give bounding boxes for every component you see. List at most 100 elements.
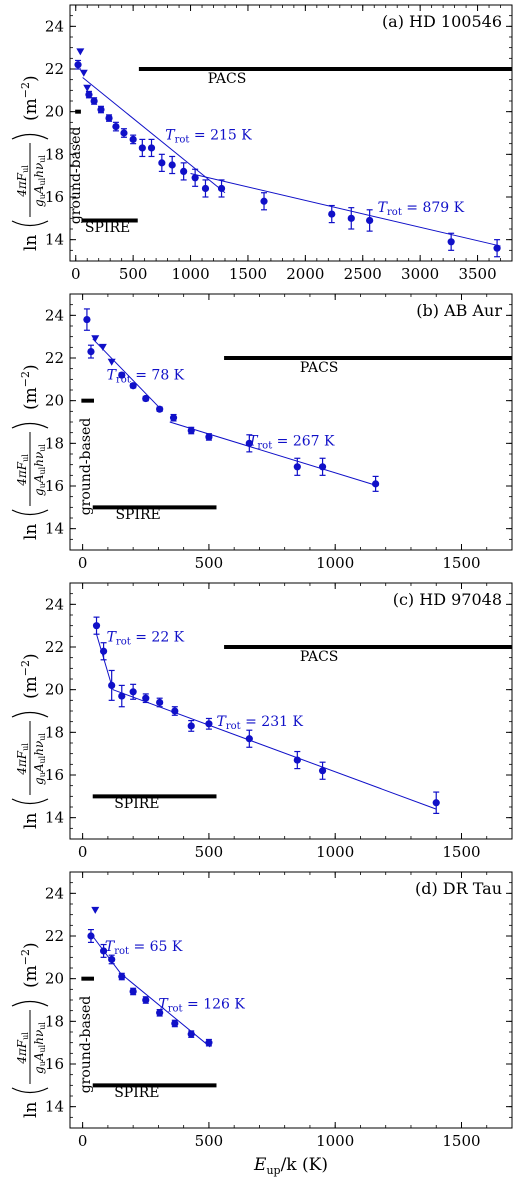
band-label: SPIRE [115,507,160,523]
data-point [347,214,355,222]
data-point [118,972,126,981]
y-label-numerator: 4πFul [15,1032,30,1065]
y-tick-label: 14 [45,231,64,249]
y-tick-label: 20 [45,681,64,699]
x-tick-label: 0 [78,554,88,572]
y-tick-label: 18 [45,434,64,452]
y-tick-label: 18 [45,1012,64,1030]
band-label: PACS [208,71,247,87]
data-point [129,987,137,996]
x-tick-label: 500 [195,843,224,861]
band-label: SPIRE [114,796,159,812]
fit-line [169,421,379,487]
data-point [187,722,195,730]
x-tick-label: 2000 [286,265,324,283]
fit-line [82,77,226,194]
data-point [74,61,82,69]
y-tick-label: 18 [45,145,64,163]
fit-label: Trot = 78 K [107,367,185,385]
data-point [118,692,126,700]
fit-label: Trot = 879 K [378,200,465,218]
data-point [293,756,301,764]
data-point [180,167,188,175]
data-point [205,720,213,728]
fit-label: Trot = 231 K [216,714,303,732]
x-tick-label: 0 [78,1132,88,1150]
y-tick-label: 16 [45,1055,64,1073]
x-tick-label: 1500 [442,843,480,861]
data-point [142,996,150,1004]
x-tick-label: 3500 [458,265,496,283]
fit-line [90,933,124,977]
data-point [366,216,374,225]
upper-limit-marker [79,69,88,77]
data-point [260,197,268,205]
panel-title: (b) AB Aur [416,301,502,320]
upper-limit-marker [76,48,85,56]
panel-a: 0 500 1000 1500 2000 2500 3000 3500 14 16 18 20 22 24… [11,4,513,283]
y-label-paren-left [11,798,49,805]
y-label-unit: (m−2) [19,942,41,988]
data-point [97,105,105,114]
y-tick-label: 22 [45,638,64,656]
data-point [447,238,455,246]
fit-line [112,689,437,810]
fit-line [121,974,211,1048]
data-point [92,622,101,630]
data-point [432,799,440,807]
y-tick-label: 20 [45,103,64,121]
data-point [108,955,116,964]
fit-line [96,634,114,690]
data-point [120,129,128,137]
panel-title: (a) HD 100546 [382,12,502,31]
data-point [90,97,98,105]
y-label-unit: (m−2) [19,364,41,410]
y-tick-label: 24 [45,17,64,35]
y-label-denominator: guAulhνul [32,444,47,496]
y-tick-label: 18 [45,723,64,741]
band-label: PACS [300,360,339,376]
fit-line [190,173,501,247]
data-point [138,144,146,152]
data-point [108,681,116,690]
y-tick-label: 16 [45,477,64,495]
fit-label: Trot = 267 K [248,433,335,451]
data-point [205,433,213,441]
y-label-paren-left [11,1087,49,1094]
fit-label: Trot = 65 K [105,939,183,957]
data-point [187,426,195,435]
data-point [99,947,108,955]
x-tick-label: 2500 [344,265,382,283]
data-point [147,144,156,152]
data-point [112,123,120,131]
data-point [191,174,199,182]
data-point [372,480,380,488]
y-label-denominator: guAulhνul [32,155,47,207]
upper-limit-marker [91,335,100,343]
y-tick-label: 14 [45,809,64,827]
y-label-prefix: ln [21,524,41,540]
x-tick-label: 1000 [316,1132,354,1150]
x-tick-label: 0 [78,843,88,861]
y-tick-label: 14 [45,1098,64,1116]
y-label-prefix: ln [21,813,41,829]
x-tick-label: 1500 [442,1132,480,1150]
x-axis-label: Eup/k (K) [253,1155,328,1177]
y-tick-label: 16 [45,188,64,206]
panel-title: (d) DR Tau [415,879,502,898]
data-point [156,405,164,413]
data-point [201,184,210,193]
y-label-prefix: ln [21,1102,41,1118]
data-point [205,1039,213,1047]
y-label-paren-left [11,509,49,516]
y-label-numerator: 4πFul [15,165,30,198]
y-label-numerator: 4πFul [15,454,30,487]
x-tick-label: 1000 [171,265,209,283]
y-label-prefix: ln [21,235,41,251]
x-tick-label: 1000 [316,843,354,861]
data-point [158,159,166,167]
fit-line [92,338,162,410]
